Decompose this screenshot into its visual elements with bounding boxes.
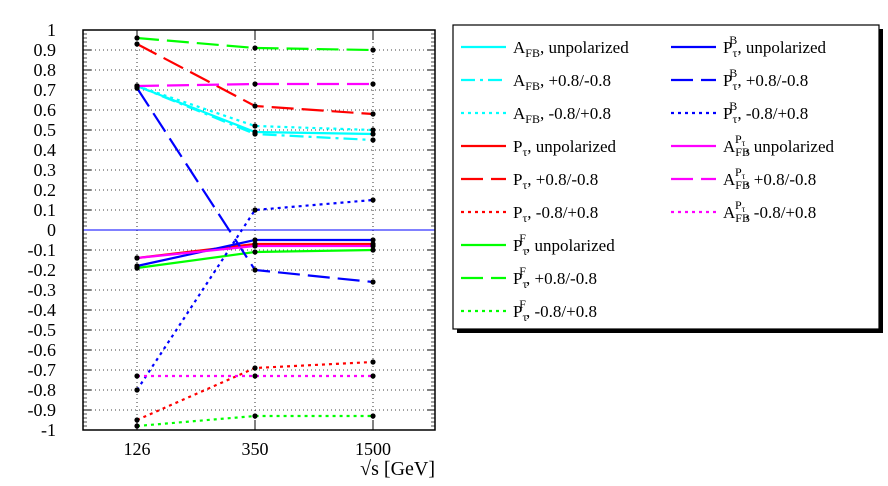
y-tick-label: 0.3: [34, 160, 57, 180]
data-point: [252, 365, 258, 371]
series-line-2: [136, 84, 374, 132]
y-tick-label: -0.8: [28, 380, 57, 400]
y-tick-label: -0.7: [28, 360, 57, 380]
y-tick-label: -0.2: [28, 260, 57, 280]
data-point: [252, 249, 258, 255]
y-tick-label: -0.5: [28, 320, 57, 340]
data-point: [370, 81, 376, 87]
data-point: [134, 255, 140, 261]
x-tick-label: 350: [242, 439, 269, 459]
data-point: [252, 123, 258, 129]
y-tick-label: -0.6: [28, 340, 57, 360]
y-tick-label: -1: [41, 420, 56, 440]
data-point: [252, 131, 258, 137]
legend-label: AFBPτ, -0.8/+0.8: [723, 198, 816, 225]
legend-box: [452, 24, 880, 330]
y-tick-label: 0.8: [34, 60, 57, 80]
data-point: [134, 387, 140, 393]
legend-label: AFB, +0.8/-0.8: [513, 71, 611, 93]
data-point: [134, 35, 140, 41]
data-point: [252, 243, 258, 249]
y-tick-label: 0.4: [34, 140, 57, 160]
legend-label: AFB, unpolarized: [513, 38, 629, 60]
data-point: [134, 263, 140, 269]
data-point: [252, 207, 258, 213]
y-tick-label: -0.3: [28, 280, 57, 300]
data-point: [370, 247, 376, 253]
data-point: [370, 131, 376, 137]
y-tick-label: 0.2: [34, 180, 57, 200]
y-axis: 10.90.80.70.60.50.40.30.20.10-0.1-0.2-0.…: [28, 20, 435, 440]
data-point: [134, 83, 140, 89]
data-point: [252, 413, 258, 419]
x-axis-title: √s [GeV]: [360, 458, 435, 480]
data-point: [370, 111, 376, 117]
y-tick-label: 0: [47, 220, 56, 240]
y-tick-label: 0.9: [34, 40, 57, 60]
data-point: [134, 41, 140, 47]
data-point: [370, 197, 376, 203]
series-line-11: [136, 198, 374, 391]
legend: AFB, unpolarized AFB, +0.8/-0.8 AFB, -0.8/…: [452, 24, 883, 333]
data-point: [134, 423, 140, 429]
data-point: [134, 417, 140, 423]
data-point: [252, 45, 258, 51]
legend-label: Pτ, unpolarized: [513, 137, 617, 159]
legend-label: Pτ, +0.8/-0.8: [513, 170, 598, 192]
data-point: [370, 359, 376, 365]
y-tick-label: -0.4: [28, 300, 57, 320]
data-point: [370, 243, 376, 249]
legend-label: PτB, -0.8/+0.8: [723, 99, 808, 126]
legend-label: PτF, -0.8/+0.8: [513, 297, 597, 324]
series-line-13: [136, 82, 373, 88]
legend-label: AFBPτ, unpolarized: [723, 132, 835, 159]
legend-label: PτB, +0.8/-0.8: [723, 66, 808, 93]
data-point: [370, 279, 376, 285]
y-tick-label: 0.5: [34, 120, 57, 140]
y-tick-label: 0.7: [34, 80, 57, 100]
data-point: [252, 373, 258, 379]
y-tick-label: -0.9: [28, 400, 57, 420]
y-tick-label: -0.1: [28, 240, 57, 260]
x-axis: 126 350 1500: [124, 30, 391, 459]
data-point: [370, 137, 376, 143]
data-point: [252, 267, 258, 273]
y-tick-label: 1: [47, 20, 56, 40]
legend-label: PτF, +0.8/-0.8: [513, 264, 597, 291]
legend-label: AFB, -0.8/+0.8: [513, 104, 611, 126]
data-point: [370, 413, 376, 419]
data-point: [370, 47, 376, 53]
data-point: [370, 127, 376, 133]
x-tick-label: 1500: [355, 439, 391, 459]
data-point: [252, 103, 258, 109]
legend-label: Pτ, -0.8/+0.8: [513, 203, 598, 225]
data-point: [252, 237, 258, 243]
series-line-7: [136, 36, 374, 52]
legend-label: AFBPτ, +0.8/-0.8: [723, 165, 816, 192]
data-point: [252, 81, 258, 87]
data-point: [370, 237, 376, 243]
data-point: [370, 373, 376, 379]
legend-label: PτF, unpolarized: [513, 231, 615, 258]
series-line-8: [136, 414, 373, 428]
y-tick-label: 0.6: [34, 100, 57, 120]
data-point: [134, 373, 140, 379]
series-group: [83, 35, 435, 429]
x-tick-label: 126: [124, 439, 151, 459]
y-tick-label: 0.1: [34, 200, 57, 220]
plot-frame: [82, 29, 436, 431]
legend-label: PτB, unpolarized: [723, 33, 827, 60]
